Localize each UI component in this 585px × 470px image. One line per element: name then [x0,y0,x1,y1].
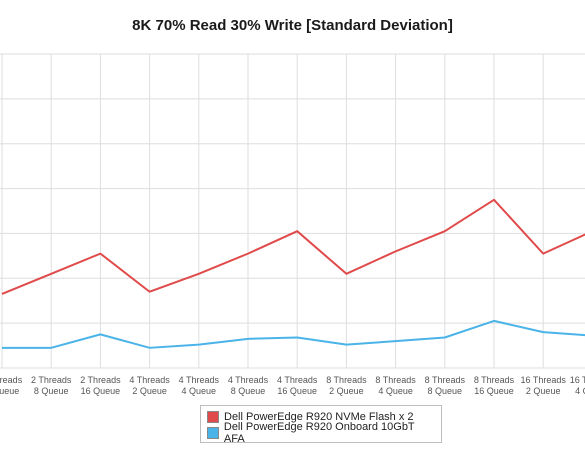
series-lines [1,198,585,349]
gridlines [0,53,585,369]
x-tick-label: 2 Threads 8 Queue [31,375,72,396]
x-tick-label: 4 Threads 8 Queue [228,375,269,396]
series-line-0[interactable] [1,198,585,295]
legend-label-series-0: Dell PowerEdge R920 NVMe Flash x 2 [224,411,414,423]
x-tick-label: 8 Threads 4 Queue [375,375,416,396]
x-tick-label: 8 Threads 8 Queue [425,375,466,396]
x-tick-label: 4 Threads 2 Queue [129,375,170,396]
x-tick-label: 16 Threads 2 Queue [521,375,567,396]
x-tick-label: 8 Threads 16 Queue [474,375,515,396]
legend-swatch-series-1 [207,427,219,439]
legend-item-series-1[interactable]: Dell PowerEdge R920 Onboard 10GbT AFA [207,421,435,445]
legend-swatch-series-0 [207,411,219,423]
legend-item-series-0[interactable]: Dell PowerEdge R920 NVMe Flash x 2 [207,409,435,425]
legend: Dell PowerEdge R920 NVMe Flash x 2 Dell … [200,405,442,445]
x-tick-label: 2 Threads 16 Queue [80,375,121,396]
x-tick-label: 8 Threads 2 Queue [326,375,367,396]
chart-title: 8K 70% Read 30% Write [Standard Deviatio… [132,17,453,34]
series-line-1[interactable] [2,319,585,349]
x-tick-label: 4 Threads 16 Queue [277,375,318,396]
legend-label-series-1: Dell PowerEdge R920 Onboard 10GbT AFA [223,421,415,445]
x-tick-label: 4 Threads 4 Queue [179,375,220,396]
